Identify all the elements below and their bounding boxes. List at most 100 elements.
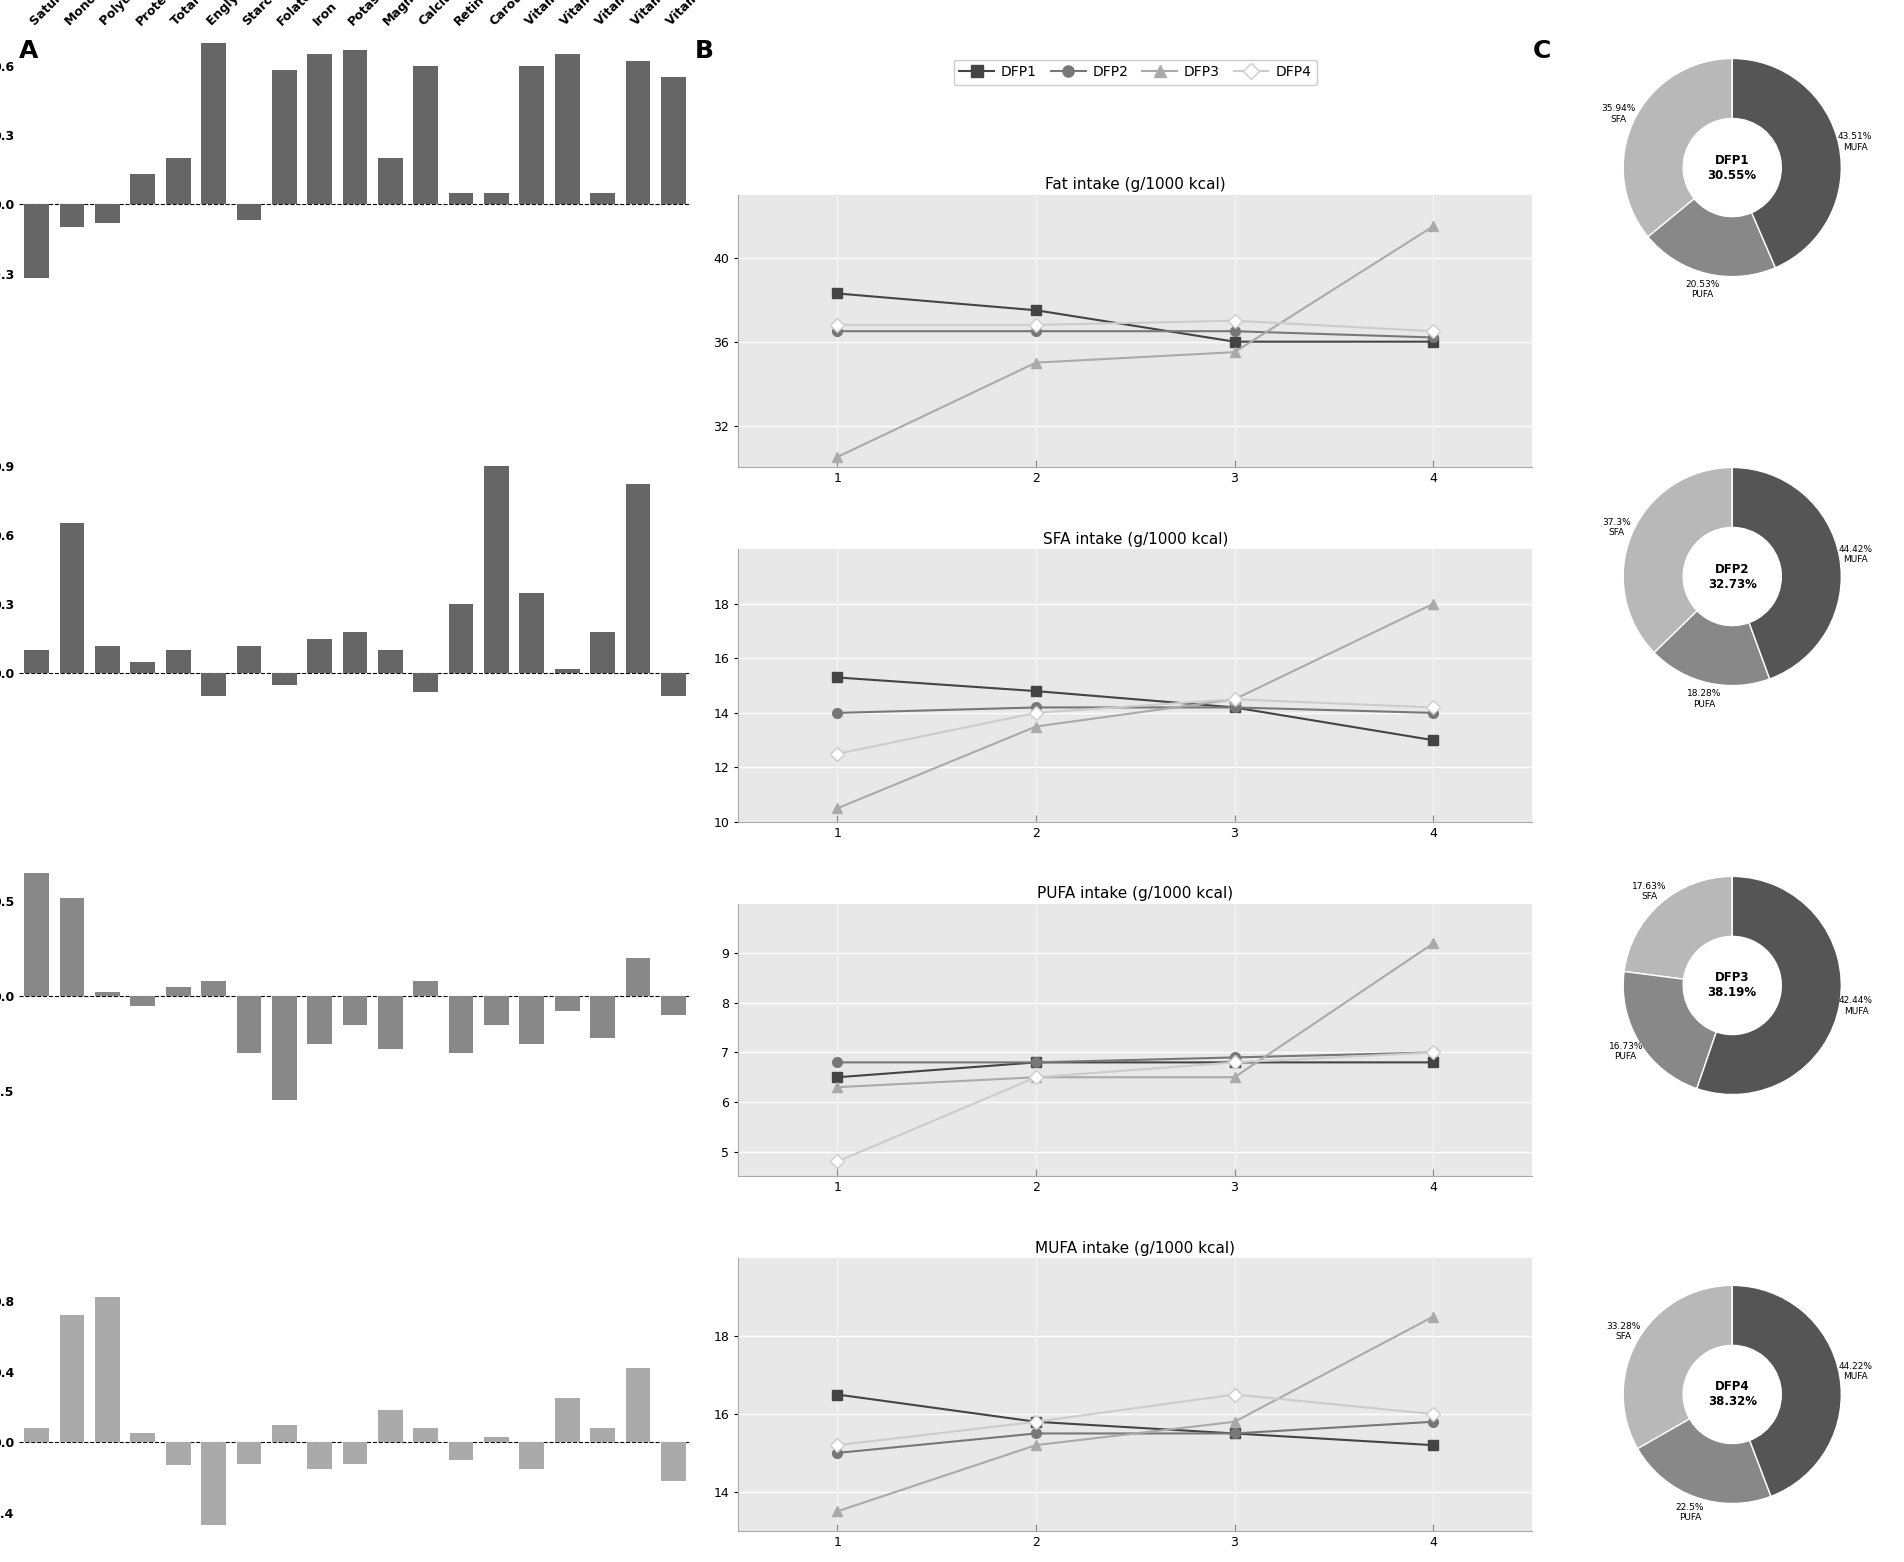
Bar	[131, 662, 156, 673]
Bar	[626, 484, 651, 673]
Bar	[131, 1434, 156, 1442]
Bar	[661, 673, 685, 697]
Bar	[166, 987, 190, 997]
Wedge shape	[1733, 1286, 1841, 1496]
Text: 33.28%
SFA: 33.28% SFA	[1607, 1321, 1641, 1342]
Wedge shape	[1733, 467, 1841, 679]
Text: DFP3
38.19%: DFP3 38.19%	[1708, 972, 1757, 1000]
Wedge shape	[1637, 1418, 1771, 1504]
Bar	[379, 997, 404, 1050]
Bar	[166, 650, 190, 673]
Bar	[661, 78, 685, 205]
Wedge shape	[1733, 58, 1841, 267]
Bar	[202, 42, 227, 205]
Wedge shape	[1624, 876, 1733, 979]
Bar	[236, 1442, 261, 1464]
Text: 35.94%
SFA: 35.94% SFA	[1601, 105, 1636, 123]
Wedge shape	[1655, 611, 1769, 686]
Text: DFP1
30.55%: DFP1 30.55%	[1708, 153, 1757, 181]
Title: PUFA intake (g/1000 kcal): PUFA intake (g/1000 kcal)	[1038, 886, 1234, 901]
Wedge shape	[1624, 1286, 1733, 1448]
Bar	[59, 898, 84, 997]
Bar	[131, 997, 156, 1006]
Bar	[95, 645, 120, 673]
Text: 18.28%
PUFA: 18.28% PUFA	[1687, 689, 1721, 709]
Bar	[554, 997, 579, 1011]
Bar	[131, 175, 156, 205]
Bar	[25, 650, 50, 673]
Bar	[626, 61, 651, 205]
Bar	[307, 1442, 331, 1468]
Bar	[202, 673, 227, 697]
Bar	[484, 997, 508, 1025]
Bar	[484, 1437, 508, 1442]
Text: 20.53%
PUFA: 20.53% PUFA	[1685, 280, 1719, 300]
Bar	[661, 997, 685, 1015]
Bar	[95, 205, 120, 223]
Bar	[379, 650, 404, 673]
Wedge shape	[1624, 58, 1733, 237]
Bar	[590, 633, 615, 673]
Bar	[520, 997, 545, 1043]
Text: B: B	[695, 39, 714, 62]
Bar	[413, 1428, 438, 1442]
Bar	[272, 673, 297, 684]
Title: SFA intake (g/1000 kcal): SFA intake (g/1000 kcal)	[1043, 533, 1228, 547]
Bar	[520, 66, 545, 205]
Bar	[379, 158, 404, 205]
Bar	[236, 997, 261, 1053]
Bar	[590, 1428, 615, 1442]
Text: C: C	[1533, 39, 1552, 62]
Bar	[484, 465, 508, 673]
Bar	[25, 873, 50, 997]
Bar	[343, 1442, 367, 1464]
Bar	[166, 158, 190, 205]
Bar	[554, 55, 579, 205]
Bar	[95, 992, 120, 997]
Bar	[626, 958, 651, 997]
Bar	[343, 633, 367, 673]
Bar	[307, 997, 331, 1043]
Bar	[379, 1410, 404, 1442]
Bar	[343, 50, 367, 205]
Bar	[554, 669, 579, 673]
Bar	[59, 523, 84, 673]
Bar	[236, 205, 261, 220]
Wedge shape	[1624, 972, 1716, 1089]
Bar	[590, 192, 615, 205]
Bar	[59, 1315, 84, 1442]
Bar	[449, 997, 474, 1053]
Text: 43.51%
MUFA: 43.51% MUFA	[1837, 133, 1872, 152]
Bar	[484, 192, 508, 205]
Wedge shape	[1624, 467, 1733, 653]
Text: DFP4
38.32%: DFP4 38.32%	[1708, 1381, 1757, 1409]
Bar	[413, 66, 438, 205]
Wedge shape	[1649, 198, 1775, 276]
Bar	[661, 1442, 685, 1481]
Bar	[307, 55, 331, 205]
Text: DFP2
32.73%: DFP2 32.73%	[1708, 562, 1757, 590]
Text: 22.5%
PUFA: 22.5% PUFA	[1676, 1503, 1704, 1523]
Bar	[202, 981, 227, 997]
Bar	[25, 205, 50, 278]
Text: 44.42%
MUFA: 44.42% MUFA	[1839, 545, 1874, 564]
Wedge shape	[1696, 876, 1841, 1095]
Bar	[59, 205, 84, 228]
Bar	[449, 1442, 474, 1460]
Text: 16.73%
PUFA: 16.73% PUFA	[1609, 1042, 1643, 1061]
Bar	[25, 1428, 50, 1442]
Bar	[449, 192, 474, 205]
Bar	[272, 1425, 297, 1442]
Bar	[272, 70, 297, 205]
Text: 42.44%
MUFA: 42.44% MUFA	[1839, 997, 1874, 1015]
Text: A: A	[19, 39, 38, 62]
Title: Fat intake (g/1000 kcal): Fat intake (g/1000 kcal)	[1045, 178, 1226, 192]
Bar	[202, 1442, 227, 1526]
Bar	[413, 981, 438, 997]
Bar	[554, 1398, 579, 1442]
Legend: DFP1, DFP2, DFP3, DFP4: DFP1, DFP2, DFP3, DFP4	[954, 59, 1318, 84]
Bar	[95, 1296, 120, 1442]
Bar	[449, 604, 474, 673]
Bar	[520, 1442, 545, 1468]
Bar	[626, 1368, 651, 1442]
